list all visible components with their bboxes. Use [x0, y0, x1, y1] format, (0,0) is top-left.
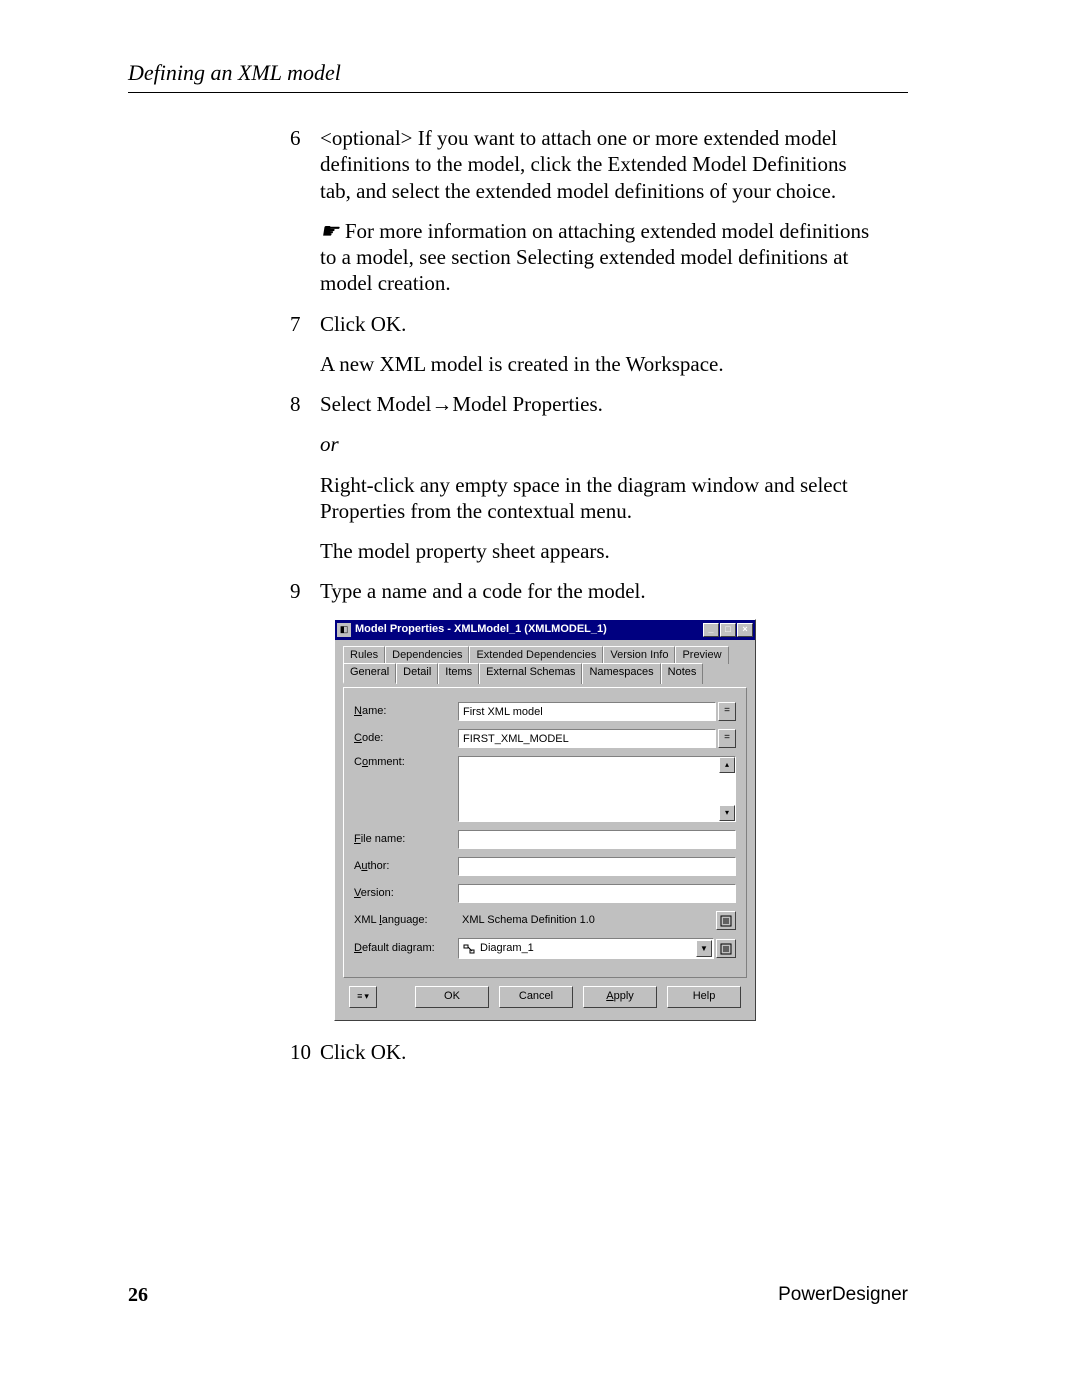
chevron-down-icon[interactable]: ▼: [696, 940, 712, 957]
filename-label: File name:: [354, 833, 458, 847]
step-text: Right-click any empty space in the diagr…: [320, 472, 870, 525]
step-text: Click OK.: [320, 1039, 870, 1065]
tab-notes[interactable]: Notes: [661, 663, 704, 684]
scroll-down-icon[interactable]: ▾: [719, 805, 735, 821]
chevron-down-icon: ▾: [364, 991, 369, 1002]
content-area: 6 <optional> If you want to attach one o…: [290, 125, 870, 1065]
maximize-button[interactable]: □: [720, 623, 736, 637]
ok-button[interactable]: OK: [415, 986, 489, 1008]
name-label: Name:: [354, 705, 458, 719]
note-text: For more information on attaching extend…: [320, 219, 869, 296]
xml-language-properties-button[interactable]: [716, 911, 736, 930]
model-properties-dialog: ◧ Model Properties - XMLModel_1 (XMLMODE…: [334, 619, 756, 1022]
author-input[interactable]: [458, 857, 736, 876]
minimize-button[interactable]: _: [703, 623, 719, 637]
dialog-button-row: ≡▾ OK Cancel Apply Help: [343, 978, 747, 1012]
properties-icon: [720, 915, 732, 927]
tab-dependencies[interactable]: Dependencies: [385, 646, 469, 665]
comment-textarea[interactable]: ▴ ▾: [458, 756, 736, 822]
note-icon: ☛: [320, 218, 339, 244]
version-label: Version:: [354, 887, 458, 901]
step-or: or: [320, 431, 870, 457]
default-diagram-combo[interactable]: Diagram_1 ▼: [458, 938, 714, 959]
dialog-icon: ◧: [337, 623, 351, 637]
diagram-icon: [462, 942, 476, 956]
cancel-button[interactable]: Cancel: [499, 986, 573, 1008]
tab-extended-dependencies[interactable]: Extended Dependencies: [469, 646, 603, 665]
tab-preview[interactable]: Preview: [675, 646, 728, 665]
step-note: ☛For more information on attaching exten…: [320, 218, 870, 297]
code-input[interactable]: [458, 729, 716, 748]
close-button[interactable]: ×: [737, 623, 753, 637]
page-footer: 26 PowerDesigner: [128, 1284, 908, 1307]
help-button[interactable]: Help: [667, 986, 741, 1008]
step-text: The model property sheet appears.: [320, 538, 870, 564]
tabs: Rules Dependencies Extended Dependencies…: [343, 646, 747, 685]
properties-icon: [720, 943, 732, 955]
tab-panel-general: Name: = Code: = Comment: ▴: [343, 687, 747, 978]
tab-external-schemas[interactable]: External Schemas: [479, 663, 582, 684]
tab-version-info[interactable]: Version Info: [603, 646, 675, 665]
xml-language-value: XML Schema Definition 1.0: [458, 911, 714, 930]
name-sync-button[interactable]: =: [718, 702, 736, 721]
dialog-titlebar: ◧ Model Properties - XMLModel_1 (XMLMODE…: [335, 620, 755, 640]
step-7: 7 Click OK. A new XML model is created i…: [290, 311, 870, 378]
filename-input[interactable]: [458, 830, 736, 849]
scroll-up-icon[interactable]: ▴: [719, 757, 735, 773]
comment-label: Comment:: [354, 756, 458, 770]
step-9: 9 Type a name and a code for the model.: [290, 578, 870, 604]
step-number: 9: [290, 578, 320, 604]
apply-button[interactable]: Apply: [583, 986, 657, 1008]
step-text: <optional> If you want to attach one or …: [320, 125, 870, 204]
dialog-title: Model Properties - XMLModel_1 (XMLMODEL_…: [355, 623, 703, 637]
default-diagram-value: Diagram_1: [480, 942, 534, 956]
step-10: 10 Click OK.: [290, 1039, 870, 1065]
section-header: Defining an XML model: [128, 60, 908, 93]
tab-general[interactable]: General: [343, 663, 396, 684]
author-label: Author:: [354, 860, 458, 874]
step-text: Select Model→Model Properties.: [320, 391, 870, 417]
code-label: Code:: [354, 732, 458, 746]
default-diagram-properties-button[interactable]: [716, 939, 736, 958]
step-text: A new XML model is created in the Worksp…: [320, 351, 870, 377]
dialog-menu-button[interactable]: ≡▾: [349, 986, 377, 1008]
tab-items[interactable]: Items: [438, 663, 479, 684]
default-diagram-label: Default diagram:: [354, 942, 458, 956]
tab-namespaces[interactable]: Namespaces: [582, 663, 660, 684]
page-number: 26: [128, 1284, 148, 1307]
step-text: Click OK.: [320, 311, 870, 337]
tab-rules[interactable]: Rules: [343, 646, 385, 665]
tab-detail[interactable]: Detail: [396, 663, 438, 684]
step-number: 8: [290, 391, 320, 564]
xml-language-label: XML language:: [354, 914, 458, 928]
step-number: 10: [290, 1039, 320, 1065]
step-text: Type a name and a code for the model.: [320, 578, 870, 604]
step-number: 7: [290, 311, 320, 378]
step-6: 6 <optional> If you want to attach one o…: [290, 125, 870, 297]
code-sync-button[interactable]: =: [718, 729, 736, 748]
step-number: 6: [290, 125, 320, 297]
name-input[interactable]: [458, 702, 716, 721]
product-name: PowerDesigner: [778, 1284, 908, 1307]
step-8: 8 Select Model→Model Properties. or Righ…: [290, 391, 870, 564]
version-input[interactable]: [458, 884, 736, 903]
menu-icon: ≡: [357, 991, 362, 1002]
